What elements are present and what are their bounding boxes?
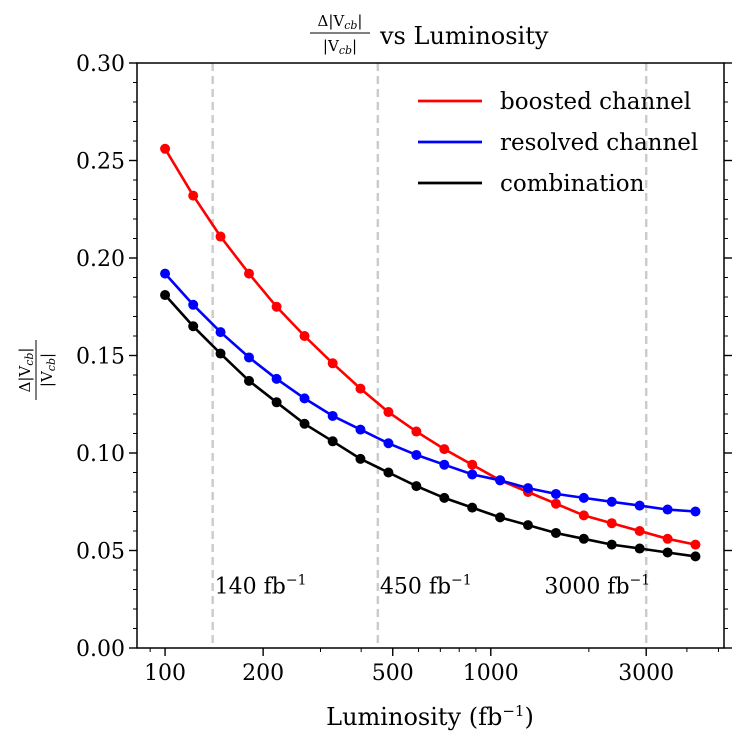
series-2-point: [271, 397, 282, 408]
title-suffix: vs Luminosity: [379, 22, 549, 50]
title-numerator-sub: cb: [344, 19, 357, 32]
series-2-point: [160, 290, 171, 301]
series-0-point: [160, 143, 171, 154]
series-2-point: [327, 436, 338, 447]
legend-label-2: combination: [500, 171, 645, 197]
y-tick-label: 0.30: [76, 52, 125, 77]
series-0-point: [188, 190, 199, 201]
title-denominator: |Vcb|: [323, 37, 357, 57]
series-2-point: [215, 348, 226, 359]
series-line-0: [163, 148, 696, 546]
series-2-point: [244, 375, 255, 386]
y-tick-label: 0.00: [76, 637, 125, 662]
series-0-point: [578, 510, 589, 521]
vline-label-3000: 3000 fb−1: [544, 572, 650, 599]
series-0-point: [606, 518, 617, 529]
series-1-point: [383, 438, 394, 449]
series-0-point: [662, 533, 673, 544]
y-tick-label: 0.25: [76, 150, 125, 175]
series-1-point: [550, 488, 561, 499]
series-1-point: [439, 459, 450, 470]
series-1-point: [215, 327, 226, 338]
series-1-point: [271, 373, 282, 384]
series-2-point: [578, 533, 589, 544]
series-1-point: [188, 299, 199, 310]
series-1-point: [299, 393, 310, 404]
series-1-point: [495, 475, 506, 486]
series-1-point: [578, 492, 589, 503]
series-2-point: [299, 418, 310, 429]
series-0-point: [467, 459, 478, 470]
series-2-point: [690, 551, 701, 562]
x-tick-label: 1000: [463, 661, 519, 686]
chart-title: Δ|Vcb| |Vcb| vs Luminosity: [310, 12, 549, 57]
series-1-point: [411, 449, 422, 460]
series-0-point: [271, 301, 282, 312]
legend-label-0: boosted channel: [500, 89, 691, 115]
legend-label-1: resolved channel: [500, 130, 698, 156]
series-2-point: [355, 453, 366, 464]
series-2-point: [383, 467, 394, 478]
x-tick-label: 3000: [618, 661, 674, 686]
series-1-point: [606, 496, 617, 507]
series-2-point: [411, 481, 422, 492]
series-2-point: [523, 520, 534, 531]
x-axis-label: Luminosity (fb−1): [326, 702, 534, 731]
series-0-point: [690, 539, 701, 550]
series-1-point: [467, 469, 478, 480]
series-1-point: [327, 410, 338, 421]
series-2-point: [606, 539, 617, 550]
series-0-point: [383, 407, 394, 418]
ylabel-denominator: |Vcb|: [38, 353, 58, 387]
series-1-point: [355, 424, 366, 435]
series-1-point: [523, 483, 534, 494]
x-tick-label: 200: [242, 661, 284, 686]
ylabel-numerator: Δ|Vcb|: [16, 348, 36, 393]
series-1-point: [690, 506, 701, 517]
series-1-point: [662, 504, 673, 515]
x-tick-label: 500: [372, 661, 414, 686]
legend: boosted channel resolved channel combinati…: [418, 89, 698, 197]
y-axis-label: Δ|Vcb| |Vcb|: [16, 340, 58, 400]
series-0-point: [634, 526, 645, 536]
series-1-point: [634, 500, 645, 511]
series-2-point: [188, 321, 199, 332]
series-0-point: [244, 268, 255, 279]
series-2-point: [634, 543, 645, 554]
series-1-point: [160, 268, 171, 279]
series-0-point: [355, 383, 366, 394]
series-1-point: [244, 352, 255, 363]
series-0-point: [299, 331, 310, 341]
x-tick-label: 100: [144, 661, 186, 686]
series-line-2: [164, 294, 696, 558]
series-0-point: [327, 358, 338, 369]
series-2-point: [495, 512, 506, 523]
series-line-1: [164, 272, 696, 513]
series-0-point: [550, 498, 561, 509]
y-tick-label: 0.15: [76, 345, 125, 370]
vline-label-450: 450 fb−1: [380, 572, 472, 599]
series-0-point: [411, 426, 422, 437]
series-2-point: [662, 547, 673, 558]
series-0-point: [215, 231, 226, 242]
plot-area: 140 fb−1 450 fb−1 3000 fb−1 0.00 0.05 0.10 0.1…: [76, 52, 732, 686]
vline-label-140: 140 fb−1: [215, 572, 307, 599]
y-tick-label: 0.20: [76, 247, 125, 272]
series-2-point: [439, 492, 450, 503]
series-0-point: [439, 444, 450, 455]
series-2-point: [467, 502, 478, 513]
title-numerator: Δ|Vcb|: [318, 12, 363, 32]
y-tick-label: 0.05: [76, 540, 125, 565]
series-2-point: [550, 527, 561, 538]
y-tick-label: 0.10: [76, 442, 125, 467]
